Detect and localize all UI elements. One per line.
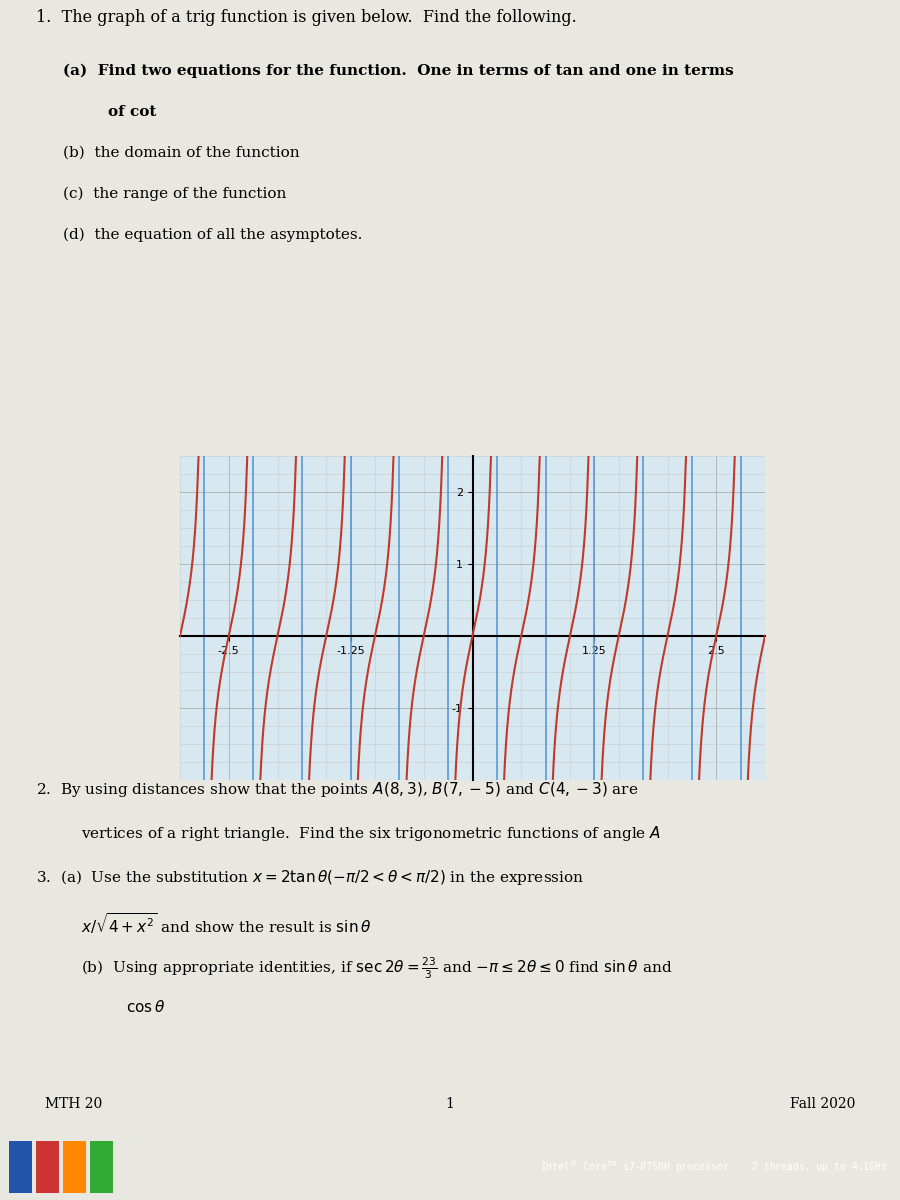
Text: (a)  Find two equations for the function.  One in terms of tan and one in terms: (a) Find two equations for the function.…: [63, 64, 733, 78]
Bar: [9, 1140, 32, 1193]
Text: vertices of a right triangle.  Find the six trigonometric functions of angle $A$: vertices of a right triangle. Find the s…: [81, 824, 662, 844]
Text: Fall 2020: Fall 2020: [789, 1097, 855, 1111]
Bar: [63, 1140, 86, 1193]
Text: of cot: of cot: [108, 104, 157, 119]
Text: $\cos\theta$: $\cos\theta$: [126, 998, 166, 1015]
Text: 2.  By using distances show that the points $A(8,3)$, $B(7,-5)$ and $C(4,-3)$ ar: 2. By using distances show that the poin…: [36, 780, 638, 799]
Text: 3.  (a)  Use the substitution $x = 2\tan\theta(-\pi/2 < \theta < \pi/2)$ in the : 3. (a) Use the substitution $x = 2\tan\t…: [36, 868, 584, 887]
Text: $x/\sqrt{4+x^2}$ and show the result is $\sin\theta$: $x/\sqrt{4+x^2}$ and show the result is …: [81, 912, 372, 936]
Text: Intel$^{\circledR}$ Core$^{TM}$ i7-8750H processor    2 threads, up to 4.1GHz: Intel$^{\circledR}$ Core$^{TM}$ i7-8750H…: [540, 1159, 887, 1175]
Text: (d)  the equation of all the asymptotes.: (d) the equation of all the asymptotes.: [63, 228, 363, 242]
Bar: [90, 1140, 112, 1193]
Text: 1: 1: [446, 1097, 454, 1111]
Text: (b)  Using appropriate identities, if $\sec 2\theta = \frac{23}{3}$ and $-\pi \l: (b) Using appropriate identities, if $\s…: [81, 955, 672, 980]
Text: (c)  the range of the function: (c) the range of the function: [63, 187, 286, 202]
Bar: [36, 1140, 58, 1193]
Text: MTH 20: MTH 20: [45, 1097, 103, 1111]
Text: (b)  the domain of the function: (b) the domain of the function: [63, 146, 300, 160]
Text: 1.  The graph of a trig function is given below.  Find the following.: 1. The graph of a trig function is given…: [36, 10, 577, 26]
